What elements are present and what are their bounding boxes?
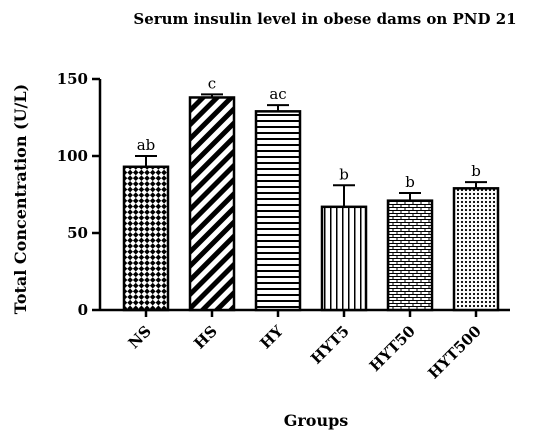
significance-label: ac: [269, 85, 286, 103]
x-tick-label: HS: [190, 322, 220, 352]
bar-ns: [122, 165, 170, 312]
bar-group-hy: ac: [254, 85, 302, 312]
bar-group-hyt5: b: [320, 165, 368, 312]
significance-label: b: [405, 173, 415, 191]
y-tick-label: 0: [78, 301, 88, 319]
y-tick-label: 50: [67, 224, 88, 242]
x-tick-label: HYT50: [366, 322, 419, 375]
x-tick-label: HYT500: [424, 322, 484, 382]
bar-hy: [254, 110, 302, 312]
bar-group-hs: c: [188, 74, 236, 312]
bar-group-hyt500: b: [452, 162, 500, 312]
x-axis-title: Groups: [284, 411, 349, 430]
bar-group-hyt50: b: [386, 173, 434, 312]
significance-label: ab: [137, 136, 156, 154]
bar-hyt500: [452, 187, 500, 312]
y-axis: 0 50 100 150: [57, 70, 102, 319]
significance-label: c: [208, 74, 216, 92]
chart-title: Serum insulin level in obese dams on PND…: [133, 10, 516, 28]
x-tick-label: NS: [125, 322, 155, 352]
bar-group-ns: ab: [122, 136, 170, 312]
significance-label: b: [471, 162, 481, 180]
y-axis-title: Total Concentration (U/L): [11, 84, 30, 314]
significance-label: b: [339, 165, 349, 183]
bar-hyt50: [386, 199, 434, 312]
x-axis: NS HS HY HYT5 HYT50 HYT500: [100, 308, 510, 382]
bars-group: ab c ac b b b: [122, 74, 500, 312]
x-tick-label: HYT5: [307, 322, 353, 368]
bar-hs: [188, 96, 236, 312]
y-tick-label: 150: [57, 70, 88, 88]
x-tick-label: HY: [257, 322, 288, 353]
bar-hyt5: [320, 205, 368, 312]
y-tick-label: 100: [57, 147, 88, 165]
